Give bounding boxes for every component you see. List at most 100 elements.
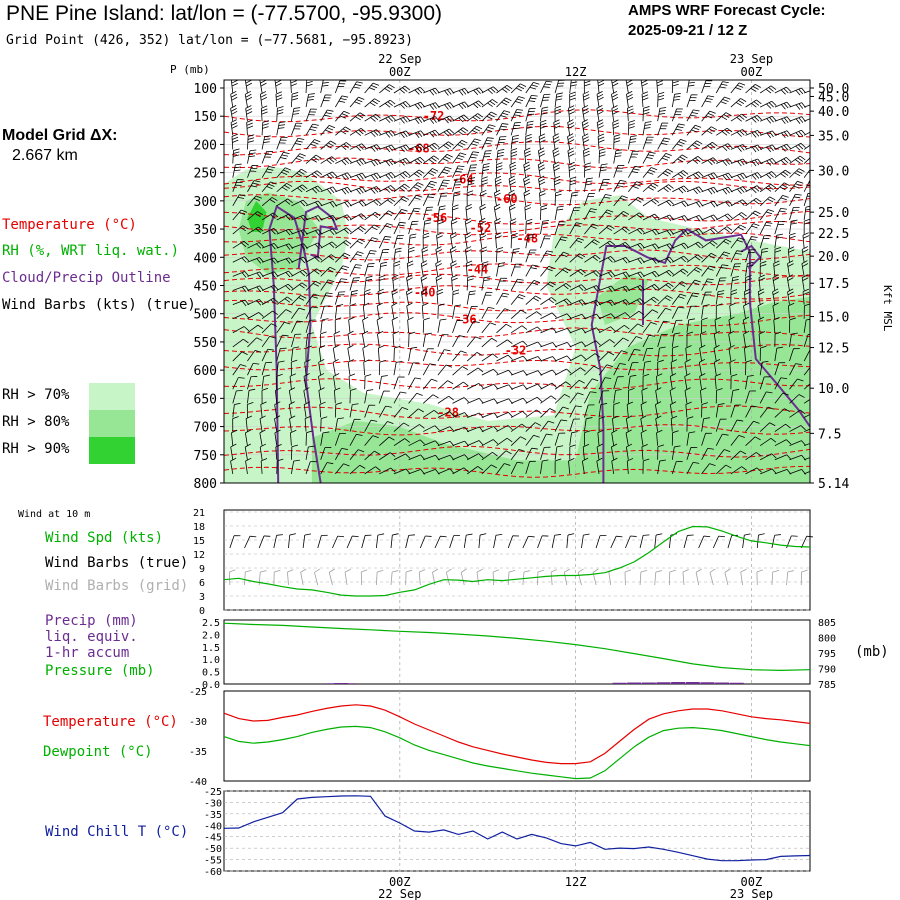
wind-barb-feather (708, 128, 715, 133)
wind-barb-feather (255, 228, 262, 233)
wind-barb (789, 348, 794, 362)
wind-barb-feather (751, 117, 757, 123)
wind-barb-feather (791, 219, 798, 222)
wind-barb (510, 397, 524, 404)
wind-barb-feather (725, 173, 730, 180)
wind-barb (349, 81, 357, 94)
wind-barb-feather (365, 278, 373, 281)
wind-barb-feather (619, 363, 626, 365)
wind-barb-feather (495, 181, 502, 186)
wind-barb (481, 111, 492, 122)
wind-barb (760, 115, 773, 122)
legend-wind-speed: Wind Spd (kts) (45, 530, 164, 546)
wind-barb-feather (265, 171, 272, 174)
wind-barb-feather (445, 166, 452, 170)
wind-barb (787, 249, 790, 263)
wind-barb (449, 535, 455, 549)
wind-barb-feather (567, 122, 574, 126)
wind-barb-feather (630, 138, 637, 140)
wind-barb-feather (563, 284, 569, 290)
wind-barb (349, 112, 361, 122)
wind-barb-feather (376, 186, 382, 192)
wind-barb-feather (599, 148, 606, 151)
wind-barb-feather (575, 240, 583, 243)
wind-barb-feather (622, 286, 628, 293)
wind-barb (436, 235, 439, 249)
wind-barb-feather (245, 457, 252, 462)
wind-barb-feather (356, 189, 361, 195)
wind-barb-feather (515, 101, 522, 104)
wind-barb-feather (503, 99, 510, 104)
wind-barb (685, 348, 688, 362)
wind-barb (511, 370, 524, 376)
wind-barb-feather (340, 278, 348, 280)
wind-barb (554, 368, 567, 376)
wind-barb-feather (793, 185, 800, 189)
wind-barb-feather (301, 282, 308, 287)
wind-barb-feather (527, 120, 534, 123)
wind-barb-feather (710, 215, 716, 222)
wind-barb-feather (703, 304, 710, 307)
wind-barb (540, 408, 551, 418)
wind-barb (524, 150, 527, 164)
wind-barb-feather (740, 450, 747, 455)
wind-barb (305, 281, 316, 291)
top-date-label: 23 Sep (730, 52, 773, 66)
wind-barb-feather (811, 105, 815, 110)
wind-barb-feather (299, 284, 305, 289)
wind-barb (349, 238, 360, 249)
wind-barb-feather (630, 374, 637, 377)
wind-barb-feather (285, 285, 291, 291)
wind-barb (582, 446, 585, 460)
wind-barb (657, 282, 669, 291)
wind-barb (423, 142, 435, 150)
wind-barb-feather (507, 354, 513, 360)
wind-barb-feather (533, 434, 540, 438)
wind-barb (349, 277, 354, 291)
wind-barb-feather (583, 150, 590, 154)
wind-barb-feather (741, 113, 747, 119)
wind-barb-feather (270, 181, 277, 185)
wind-barb-feather (726, 127, 733, 133)
wind-barb (276, 309, 287, 319)
wind-barb (730, 419, 738, 432)
wind-barb (452, 88, 465, 94)
wind-barb-feather (268, 166, 275, 169)
wind-barb-feather (454, 191, 461, 194)
wind-barb-feather (325, 112, 333, 115)
wind-barb-feather (370, 131, 376, 138)
wind-barb-feather (449, 115, 455, 121)
wind-barb (554, 433, 560, 446)
wind-barb (375, 571, 378, 586)
wind-barb (759, 85, 772, 94)
wind-barb-feather (372, 82, 380, 86)
wind-barb-feather (740, 224, 747, 229)
pressure-tick-label: 750 (194, 449, 217, 464)
wind-barb-feather (520, 309, 527, 314)
wind-barb (803, 169, 810, 178)
wind-barb (291, 122, 297, 136)
wind-barb-feather (798, 131, 804, 137)
wind-barb-feather (354, 83, 362, 87)
wind-barb (393, 209, 402, 221)
wind-barb-feather (787, 288, 794, 293)
wind-barb-feather (599, 416, 606, 419)
wind-barb-feather (554, 108, 562, 112)
wind-barb (730, 199, 743, 207)
wind-barb-feather (395, 247, 402, 250)
wind-barb-feather (606, 227, 613, 231)
wind-barb-feather (241, 286, 247, 293)
wind-barb (320, 292, 327, 305)
wind-barb (608, 572, 612, 586)
wind-barb (247, 337, 257, 348)
wind-barb (305, 185, 318, 193)
wind-barb-feather (422, 232, 430, 236)
wind-barb-feather (610, 271, 616, 277)
wind-barb-feather (494, 192, 501, 197)
wind-barb-feather (641, 443, 648, 448)
wind-barb (672, 268, 684, 277)
wind-barb-feather (742, 199, 748, 205)
wind-barb-feather (379, 359, 386, 363)
wind-barb-feather (766, 174, 772, 179)
